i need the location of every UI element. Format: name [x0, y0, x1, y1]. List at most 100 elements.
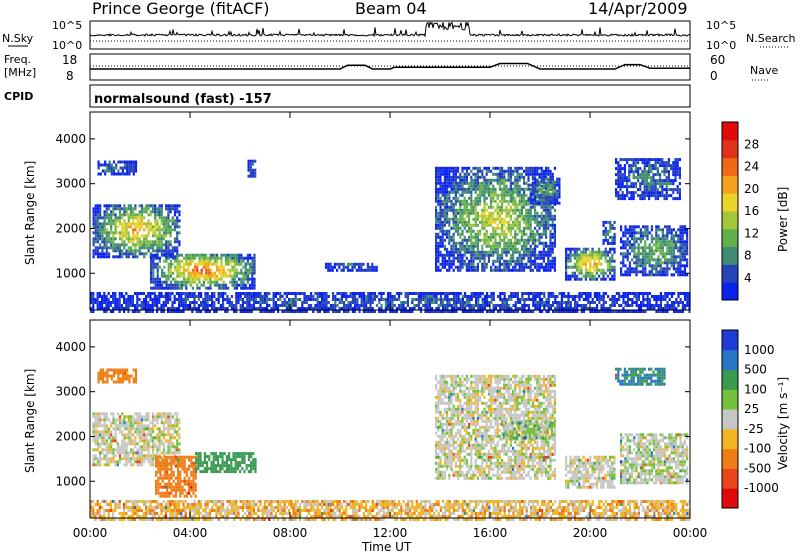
power-cell: [510, 239, 512, 242]
power-cell: [165, 240, 167, 243]
power-cell: [613, 275, 615, 278]
power-cell: [446, 194, 448, 197]
power-cell: [321, 298, 323, 301]
power-cell: [437, 194, 439, 197]
power-cell: [240, 281, 242, 284]
power-cell: [161, 213, 163, 216]
power-cell: [510, 263, 512, 266]
power-cell: [242, 298, 244, 301]
power-cell: [516, 167, 518, 170]
power-cell: [181, 287, 183, 290]
power-cell: [497, 227, 499, 230]
power-cell: [251, 269, 253, 272]
power-cell: [479, 292, 481, 295]
power-cell: [492, 248, 494, 251]
power-cell: [477, 298, 479, 301]
power-cell: [505, 233, 507, 236]
power-cell: [218, 287, 220, 290]
power-cell: [455, 257, 457, 260]
power-cell: [433, 295, 435, 298]
power-cell: [664, 270, 666, 273]
power-cell: [117, 173, 119, 176]
cpid-text: normalsound (fast) -157: [94, 92, 272, 107]
power-cell: [483, 266, 485, 269]
power-cell: [671, 228, 673, 231]
power-cell: [657, 173, 659, 176]
power-cell: [477, 197, 479, 200]
power-cell: [532, 295, 534, 298]
power-cell: [115, 231, 117, 234]
power-cell: [532, 242, 534, 245]
power-cell: [534, 251, 536, 254]
power-cell: [477, 269, 479, 272]
power-cell: [238, 257, 240, 260]
power-cell: [653, 243, 655, 246]
power-cell: [152, 246, 154, 249]
power-cell: [133, 164, 135, 167]
power-cell: [98, 173, 100, 176]
power-cell: [679, 252, 681, 255]
power-cell: [343, 263, 345, 266]
power-cell: [475, 197, 477, 200]
power-cell: [352, 295, 354, 298]
power-cell: [519, 263, 521, 266]
power-cell: [170, 249, 172, 252]
power-cell: [163, 234, 165, 237]
power-cell: [493, 292, 495, 295]
power-cell: [587, 292, 589, 295]
power-cell: [505, 200, 507, 203]
power-cell: [418, 298, 420, 301]
power-cell: [552, 301, 554, 304]
power-cell: [475, 239, 477, 242]
power-cell: [361, 295, 363, 298]
power-cell: [618, 298, 620, 301]
power-cell: [565, 254, 567, 257]
power-cell: [662, 261, 664, 264]
power-cell: [660, 228, 662, 231]
power-cell: [435, 260, 437, 263]
power-cell: [187, 295, 189, 298]
power-cell: [198, 278, 200, 281]
power-cell: [161, 275, 163, 278]
power-cell: [156, 237, 158, 240]
power-cell: [523, 188, 525, 191]
power-cell: [519, 179, 521, 182]
power-cell: [451, 304, 453, 307]
power-cell: [668, 231, 670, 234]
power-cell: [352, 301, 354, 304]
power-cell: [231, 269, 233, 272]
power-cell: [109, 164, 111, 167]
power-cell: [156, 243, 158, 246]
power-cell: [635, 261, 637, 264]
power-cell: [170, 272, 172, 275]
power-cell: [134, 252, 136, 255]
power-cell: [435, 221, 437, 224]
power-cell: [156, 301, 158, 304]
power-cell: [652, 167, 654, 170]
power-cell: [543, 193, 545, 196]
power-cell: [552, 173, 554, 176]
power-cell: [475, 257, 477, 260]
power-cell: [475, 301, 477, 304]
power-cell: [154, 228, 156, 231]
power-cell: [525, 251, 527, 254]
power-cell: [446, 191, 448, 194]
power-cell: [203, 263, 205, 266]
power-cell: [435, 227, 437, 230]
power-cell: [435, 182, 437, 185]
power-cell: [661, 188, 663, 191]
power-cell: [521, 206, 523, 209]
power-cell: [526, 304, 528, 307]
power-cell: [499, 179, 501, 182]
power-cell: [240, 272, 242, 275]
power-cell: [448, 230, 450, 233]
power-cell: [435, 257, 437, 260]
power-cell: [547, 209, 549, 212]
power-cell: [627, 252, 629, 255]
power-cell: [646, 194, 648, 197]
power-cell: [119, 213, 121, 216]
power-cell: [161, 219, 163, 222]
power-cell: [179, 254, 181, 257]
power-cell: [475, 269, 477, 272]
power-cell: [600, 298, 602, 301]
